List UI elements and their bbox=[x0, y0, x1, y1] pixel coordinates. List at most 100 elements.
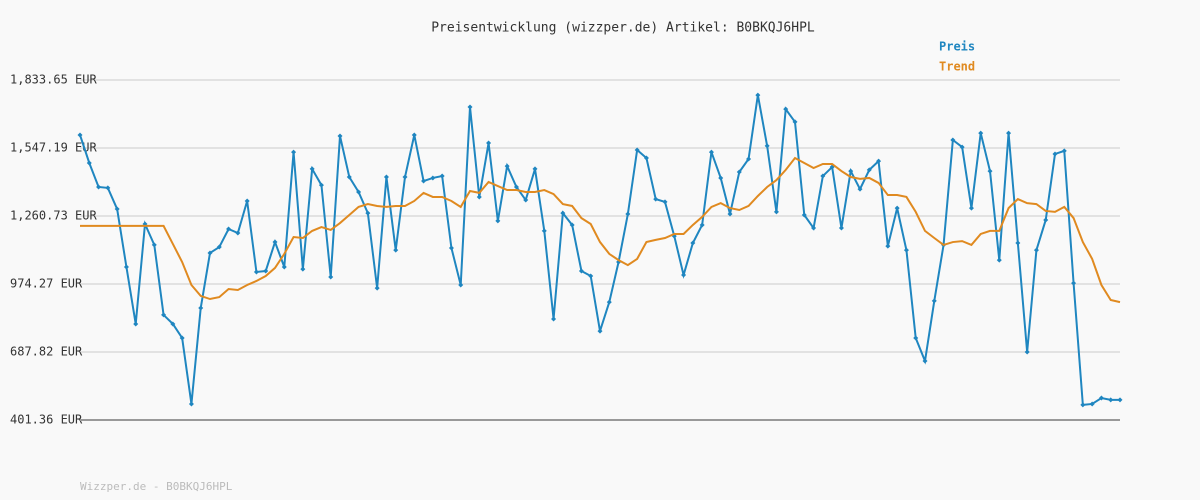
y-tick-label: 1,833.65 EUR bbox=[10, 73, 97, 87]
point-marker bbox=[588, 273, 594, 279]
point-marker bbox=[866, 167, 872, 173]
point-marker bbox=[950, 137, 956, 143]
point-marker bbox=[718, 175, 724, 181]
point-marker bbox=[569, 222, 575, 228]
point-marker bbox=[755, 92, 761, 98]
point-marker bbox=[708, 149, 714, 155]
point-marker bbox=[764, 143, 770, 149]
point-marker bbox=[365, 210, 371, 216]
series-line bbox=[80, 156, 1121, 304]
point-marker bbox=[968, 205, 974, 211]
point-marker bbox=[346, 174, 352, 180]
point-marker bbox=[1108, 397, 1114, 403]
point-marker bbox=[421, 178, 427, 184]
point-marker bbox=[123, 264, 129, 270]
point-marker bbox=[578, 268, 584, 274]
point-marker bbox=[820, 173, 826, 179]
point-marker bbox=[244, 198, 250, 204]
point-marker bbox=[411, 132, 417, 138]
point-marker bbox=[235, 230, 241, 236]
point-marker bbox=[318, 182, 324, 188]
point-marker bbox=[495, 218, 501, 224]
point-marker bbox=[662, 199, 668, 205]
legend-label: Preis bbox=[939, 40, 975, 54]
point-marker bbox=[913, 335, 919, 341]
point-marker bbox=[541, 228, 547, 234]
point-marker bbox=[1015, 240, 1021, 246]
point-marker bbox=[281, 264, 287, 270]
point-marker bbox=[681, 272, 687, 278]
point-marker bbox=[504, 163, 510, 169]
point-marker bbox=[513, 184, 519, 190]
point-marker bbox=[448, 245, 454, 251]
point-marker bbox=[606, 299, 612, 305]
point-marker bbox=[188, 401, 194, 407]
point-marker bbox=[1080, 402, 1086, 408]
point-marker bbox=[532, 166, 538, 172]
point-marker bbox=[922, 358, 928, 364]
point-marker bbox=[996, 257, 1002, 263]
point-marker bbox=[1043, 217, 1049, 223]
point-marker bbox=[328, 274, 334, 280]
point-marker bbox=[114, 206, 120, 212]
point-marker bbox=[838, 225, 844, 231]
point-marker bbox=[374, 285, 380, 291]
point-marker bbox=[1033, 247, 1039, 253]
point-marker bbox=[1089, 401, 1095, 407]
point-marker bbox=[643, 155, 649, 161]
point-marker bbox=[931, 298, 937, 304]
point-marker bbox=[959, 144, 965, 150]
point-marker bbox=[801, 212, 807, 218]
point-marker bbox=[885, 243, 891, 249]
point-marker bbox=[216, 244, 222, 250]
point-marker bbox=[383, 174, 389, 180]
point-marker bbox=[356, 189, 362, 195]
y-tick-label: 687.82 EUR bbox=[10, 344, 83, 358]
point-marker bbox=[253, 269, 259, 275]
point-marker bbox=[560, 210, 566, 216]
point-marker bbox=[393, 247, 399, 253]
point-marker bbox=[309, 166, 315, 172]
point-marker bbox=[226, 226, 232, 232]
point-marker bbox=[207, 250, 213, 256]
point-marker bbox=[337, 133, 343, 139]
y-tick-label: 1,547.19 EUR bbox=[10, 141, 97, 155]
point-marker bbox=[848, 168, 854, 174]
point-marker bbox=[430, 175, 436, 181]
point-marker bbox=[811, 225, 817, 231]
point-marker bbox=[291, 149, 297, 155]
point-marker bbox=[170, 321, 176, 327]
point-marker bbox=[96, 184, 102, 190]
point-marker bbox=[551, 316, 557, 322]
point-marker bbox=[625, 211, 631, 217]
point-marker bbox=[699, 222, 705, 228]
point-marker bbox=[783, 106, 789, 112]
point-marker bbox=[653, 196, 659, 202]
point-marker bbox=[198, 305, 204, 311]
point-marker bbox=[161, 312, 167, 318]
point-marker bbox=[857, 186, 863, 192]
point-marker bbox=[467, 104, 473, 110]
point-marker bbox=[151, 242, 157, 248]
footer: Wizzper.de - B0BKQJ6HPL bbox=[80, 480, 233, 493]
point-marker bbox=[597, 328, 603, 334]
point-marker bbox=[746, 156, 752, 162]
point-marker bbox=[736, 169, 742, 175]
point-marker bbox=[727, 211, 733, 217]
point-marker bbox=[1024, 349, 1030, 355]
point-marker bbox=[77, 132, 83, 138]
point-marker bbox=[458, 282, 464, 288]
point-marker bbox=[486, 140, 492, 146]
point-marker bbox=[1071, 280, 1077, 286]
point-marker bbox=[1117, 397, 1123, 403]
legend-label: Trend bbox=[939, 60, 975, 74]
point-marker bbox=[86, 160, 92, 166]
point-marker bbox=[987, 168, 993, 174]
y-tick-label: 974.27 EUR bbox=[10, 277, 83, 291]
point-marker bbox=[1006, 130, 1012, 136]
point-marker bbox=[523, 197, 529, 203]
point-marker bbox=[1061, 148, 1067, 154]
point-marker bbox=[903, 247, 909, 253]
